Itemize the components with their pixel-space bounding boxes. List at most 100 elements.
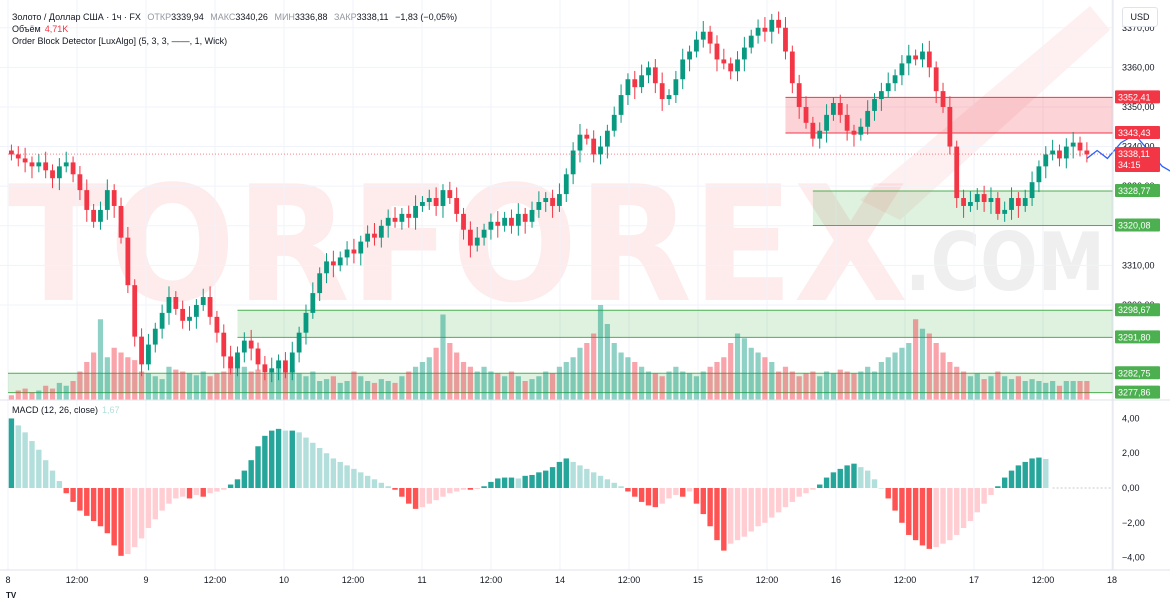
- symbol-name[interactable]: Золото / Доллар США · 1ч · FX: [12, 12, 141, 22]
- volume-bar: [1043, 382, 1049, 400]
- macd-bar: [104, 488, 111, 534]
- macd-bar: [214, 488, 220, 492]
- candle-body: [515, 213, 521, 226]
- volume-bar: [878, 362, 884, 400]
- macd-bar: [577, 465, 583, 488]
- macd-bar: [892, 488, 898, 511]
- volume-bar: [481, 366, 487, 400]
- order-block-price-label: 3282,75: [1118, 368, 1151, 378]
- volume-bar: [823, 371, 830, 400]
- volume-bar: [125, 357, 131, 400]
- candle-body: [1036, 166, 1042, 183]
- macd-bar: [618, 486, 624, 488]
- volume-bar: [454, 352, 460, 400]
- candle-body: [803, 106, 809, 123]
- macd-bar: [406, 488, 412, 504]
- volume-bar: [303, 376, 309, 400]
- candle-body: [591, 138, 597, 155]
- candle-body: [248, 340, 254, 349]
- candle-body: [502, 217, 508, 226]
- candle-body: [789, 51, 795, 84]
- symbol-legend[interactable]: Золото / Доллар США · 1ч · FX ОТКР3339,9…: [12, 11, 461, 23]
- volume-bar: [43, 385, 49, 400]
- order-block-price-label: 3320,08: [1118, 220, 1151, 230]
- macd-bar: [488, 481, 494, 488]
- candle-body: [947, 106, 953, 147]
- volume-bar: [77, 371, 83, 400]
- macd-bar: [221, 488, 227, 490]
- volume-bar: [529, 379, 535, 400]
- currency-button[interactable]: USD: [1122, 7, 1158, 27]
- time-tick-label: 17: [969, 575, 979, 585]
- ohlc-close: ЗАКР3338,11: [334, 12, 389, 22]
- volume-bar: [913, 319, 919, 400]
- macd-axis[interactable]: 4,00 2,00 0,00 −2,00 −4,00: [1122, 413, 1145, 562]
- macd-bar: [851, 463, 857, 488]
- macd-bar: [460, 488, 467, 490]
- macd-bar: [269, 430, 275, 488]
- candle-body: [166, 297, 172, 313]
- volume-bar: [680, 371, 686, 400]
- candle-body: [940, 91, 946, 107]
- candle-body: [440, 190, 446, 206]
- volume-bar: [214, 373, 220, 400]
- volume-bar: [865, 366, 871, 400]
- macd-bar: [440, 488, 446, 497]
- candle-body: [687, 51, 692, 60]
- price-tick-label: 3350,00: [1122, 102, 1155, 112]
- indicator-legend[interactable]: Order Block Detector [LuxAlgo] (5, 3, 3,…: [12, 35, 231, 47]
- candle-body: [700, 31, 706, 40]
- candle-body: [139, 336, 144, 365]
- volume-bar: [584, 343, 590, 400]
- candle-body: [831, 103, 836, 115]
- macd-bar: [84, 488, 90, 516]
- volume-bar: [686, 373, 693, 400]
- candle-body: [324, 261, 329, 274]
- volume-bar: [892, 352, 898, 400]
- volume-bar: [604, 324, 610, 400]
- candle-body: [563, 174, 569, 195]
- candle-body: [276, 360, 281, 369]
- volume-bar: [1036, 381, 1042, 400]
- volume-bar: [515, 376, 521, 400]
- time-tick-label: 18: [1107, 575, 1117, 585]
- volume-bar: [166, 366, 172, 400]
- macd-bar: [734, 488, 741, 541]
- macd-bar: [1029, 458, 1035, 488]
- volume-bar: [954, 366, 960, 400]
- volume-value: 4,71K: [44, 24, 69, 34]
- macd-bar: [378, 482, 385, 488]
- macd-bar: [1022, 461, 1028, 488]
- volume-bar: [693, 376, 700, 400]
- volume-bar: [337, 382, 343, 400]
- macd-bar: [700, 488, 706, 515]
- volume-bar: [995, 371, 1001, 400]
- macd-bar: [775, 488, 782, 513]
- volume-bar: [1070, 381, 1076, 400]
- order-block-price-label: 3298,67: [1118, 305, 1151, 315]
- macd-bar: [645, 488, 652, 506]
- time-tick-label: 12:00: [204, 575, 227, 585]
- candle-body: [735, 59, 740, 72]
- order-block-price-label-bg: [1115, 385, 1160, 399]
- price-labels: 3352,41 3343,43 3328,77 3320,08 3298,67 3291,…: [1115, 90, 1160, 399]
- macd-bar: [207, 488, 213, 494]
- macd-bar: [823, 477, 830, 488]
- ohlc-low-label: МИН: [274, 12, 295, 22]
- candle-body: [933, 67, 939, 92]
- volume-bar: [282, 371, 289, 400]
- candle-body: [865, 110, 871, 127]
- volume-bar: [803, 373, 809, 400]
- candle-body: [1029, 182, 1035, 199]
- macd-bar: [878, 488, 885, 489]
- volume-legend[interactable]: Объём 4,71K: [12, 23, 72, 35]
- candle-body: [954, 146, 960, 199]
- volume-bar: [241, 366, 247, 400]
- volume-bar: [1077, 381, 1083, 400]
- macd-bar: [275, 428, 282, 488]
- indicator-name: Order Block Detector [LuxAlgo] (5, 3, 3,…: [12, 36, 228, 46]
- time-axis[interactable]: 8 12:00 9 12:00 10 12:00 11 12:00 14 12:00 15 12:00…: [5, 575, 1117, 585]
- candle-body: [132, 285, 138, 337]
- macd-legend[interactable]: MACD (12, 26, close) 1,67: [12, 404, 124, 416]
